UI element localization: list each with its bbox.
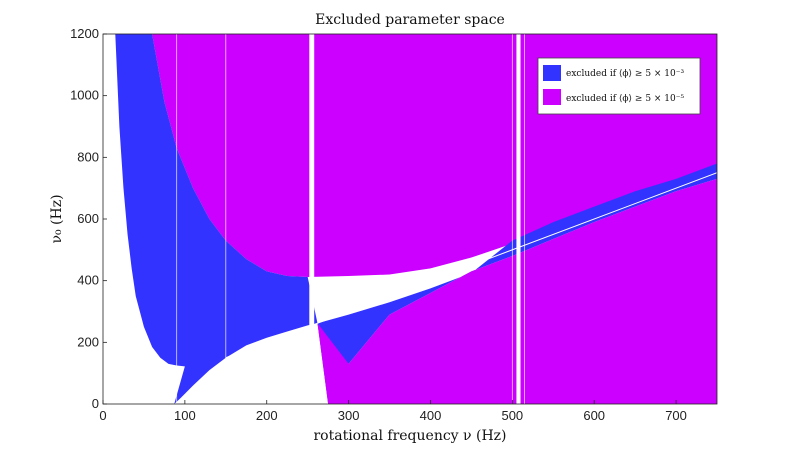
y-tick-label: 800 bbox=[77, 149, 99, 164]
chart-title: Excluded parameter space bbox=[315, 12, 505, 28]
diagonal-line bbox=[225, 172, 717, 359]
y-axis-label: ν₀ (Hz) bbox=[49, 194, 65, 243]
x-tick-label: 500 bbox=[501, 408, 523, 423]
y-tick-label: 200 bbox=[77, 334, 99, 349]
legend: excluded if ⟨ϕ⟩ ≥ 5 × 10⁻³ excluded if ⟨… bbox=[537, 57, 701, 115]
x-tick-label: 400 bbox=[420, 408, 442, 423]
legend-label-blue: excluded if ⟨ϕ⟩ ≥ 5 × 10⁻³ bbox=[566, 69, 685, 79]
x-tick-label: 700 bbox=[665, 408, 687, 423]
y-tick-label: 400 bbox=[77, 273, 99, 288]
x-axis-label: rotational frequency ν (Hz) bbox=[313, 428, 506, 444]
legend-swatch-magenta bbox=[543, 89, 561, 105]
x-tick-label: 0 bbox=[99, 408, 106, 423]
x-tick-label: 300 bbox=[338, 408, 360, 423]
x-tick-label: 100 bbox=[174, 408, 196, 423]
series-blue-region-left bbox=[115, 34, 318, 404]
gap-strip-0 bbox=[309, 34, 315, 404]
gap-strip-1 bbox=[516, 34, 521, 404]
y-tick-label: 1000 bbox=[70, 88, 99, 103]
y-tick-label: 0 bbox=[92, 396, 99, 411]
legend-label-magenta: excluded if ⟨ϕ⟩ ≥ 5 × 10⁻⁵ bbox=[566, 94, 685, 104]
x-tick-label: 200 bbox=[256, 408, 278, 423]
legend-swatch-blue bbox=[543, 65, 561, 81]
legend-box bbox=[537, 57, 701, 115]
x-axis: 0 100 200 300 400 500 600 700 bbox=[99, 400, 687, 423]
y-tick-label: 1200 bbox=[70, 26, 99, 41]
x-tick-label: 600 bbox=[583, 408, 605, 423]
y-tick-label: 600 bbox=[77, 211, 99, 226]
y-axis: 0 200 400 600 800 1000 1200 bbox=[70, 26, 107, 411]
